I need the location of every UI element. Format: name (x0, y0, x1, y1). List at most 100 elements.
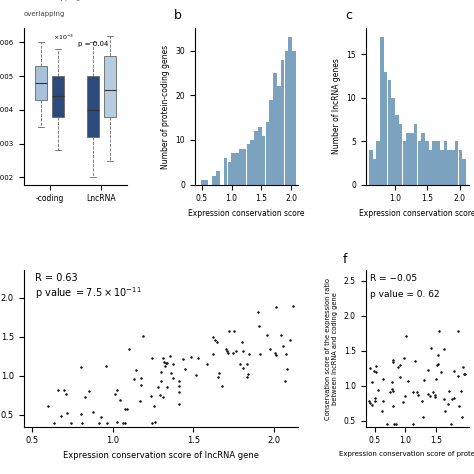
Point (222, 346, 229, 353)
Point (102, 362, 109, 369)
Point (166, 352, 173, 360)
Point (121, 419, 129, 427)
Point (392, 421, 400, 428)
Point (89, 408, 97, 416)
X-axis label: Expression conservation score of lncRNA gene: Expression conservation score of lncRNA … (63, 451, 259, 460)
Point (238, 339, 246, 346)
Bar (432, 141, 436, 184)
Text: b: b (174, 9, 182, 22)
Bar (392, 98, 395, 184)
Point (440, 395, 448, 402)
Y-axis label: Number of protein-coding genes: Number of protein-coding genes (161, 45, 170, 169)
Point (438, 368, 445, 376)
Bar (250, 140, 254, 184)
Point (366, 400, 374, 407)
Point (271, 349, 279, 357)
Point (272, 304, 279, 311)
Bar (429, 150, 432, 184)
Bar (418, 141, 421, 184)
Point (365, 397, 373, 405)
Point (372, 362, 380, 370)
Point (230, 349, 237, 357)
Bar (451, 150, 455, 184)
Point (401, 392, 409, 400)
Y-axis label: Conservation score of the expression ratio
between lncRNA and coding gene: Conservation score of the expression rat… (325, 278, 338, 419)
Text: f: f (343, 253, 347, 265)
Point (77, 410, 85, 418)
Point (413, 388, 420, 396)
Point (50, 419, 58, 427)
Point (225, 327, 233, 335)
Point (45, 402, 52, 410)
Text: R = −0.05: R = −0.05 (370, 274, 417, 283)
Point (157, 378, 165, 385)
Point (123, 405, 130, 413)
Point (209, 334, 217, 341)
Bar (459, 150, 462, 184)
Point (455, 327, 462, 335)
Bar (201, 180, 205, 184)
Point (136, 397, 143, 404)
Point (434, 352, 442, 359)
Point (371, 398, 379, 405)
Point (213, 338, 221, 346)
Point (388, 386, 396, 393)
Text: c: c (345, 9, 352, 22)
Point (156, 392, 164, 399)
Bar (384, 72, 387, 184)
Point (389, 387, 396, 394)
Bar (254, 131, 258, 184)
Point (400, 354, 408, 362)
Point (119, 419, 127, 427)
Point (460, 370, 467, 378)
Point (458, 413, 465, 421)
Point (379, 375, 387, 383)
Point (164, 383, 171, 391)
Bar (406, 133, 410, 184)
Bar (277, 86, 281, 184)
Point (383, 421, 391, 428)
Text: $\times 10^{-3}$: $\times 10^{-3}$ (53, 33, 74, 43)
Point (78, 419, 86, 427)
Point (125, 345, 133, 353)
Point (121, 405, 129, 412)
Point (254, 309, 262, 316)
Point (170, 360, 177, 368)
Bar (455, 141, 458, 184)
Point (435, 327, 443, 335)
Point (224, 347, 231, 355)
Bar (216, 171, 220, 184)
Point (175, 377, 183, 384)
Point (415, 391, 422, 399)
Point (194, 354, 202, 362)
Point (214, 374, 222, 381)
Point (368, 401, 375, 409)
Point (154, 383, 162, 391)
Bar (447, 150, 451, 184)
Point (390, 421, 398, 428)
Point (419, 397, 426, 405)
Point (67, 419, 75, 427)
Bar (369, 150, 373, 184)
Point (175, 400, 182, 408)
Point (219, 382, 226, 390)
Bar (376, 141, 380, 184)
Bar (269, 100, 273, 184)
Bar (421, 133, 425, 184)
Point (282, 351, 290, 358)
Point (389, 358, 397, 366)
Point (215, 370, 223, 377)
Point (286, 337, 293, 344)
Text: non-overlapping: non-overlapping (24, 0, 81, 1)
Point (111, 390, 119, 398)
Point (433, 361, 440, 369)
Bar (243, 149, 246, 184)
Point (139, 332, 147, 340)
Bar (436, 141, 440, 184)
Point (448, 395, 456, 402)
Point (116, 396, 124, 403)
Point (374, 386, 382, 394)
Point (133, 366, 140, 374)
Point (272, 352, 280, 359)
Point (169, 374, 177, 382)
